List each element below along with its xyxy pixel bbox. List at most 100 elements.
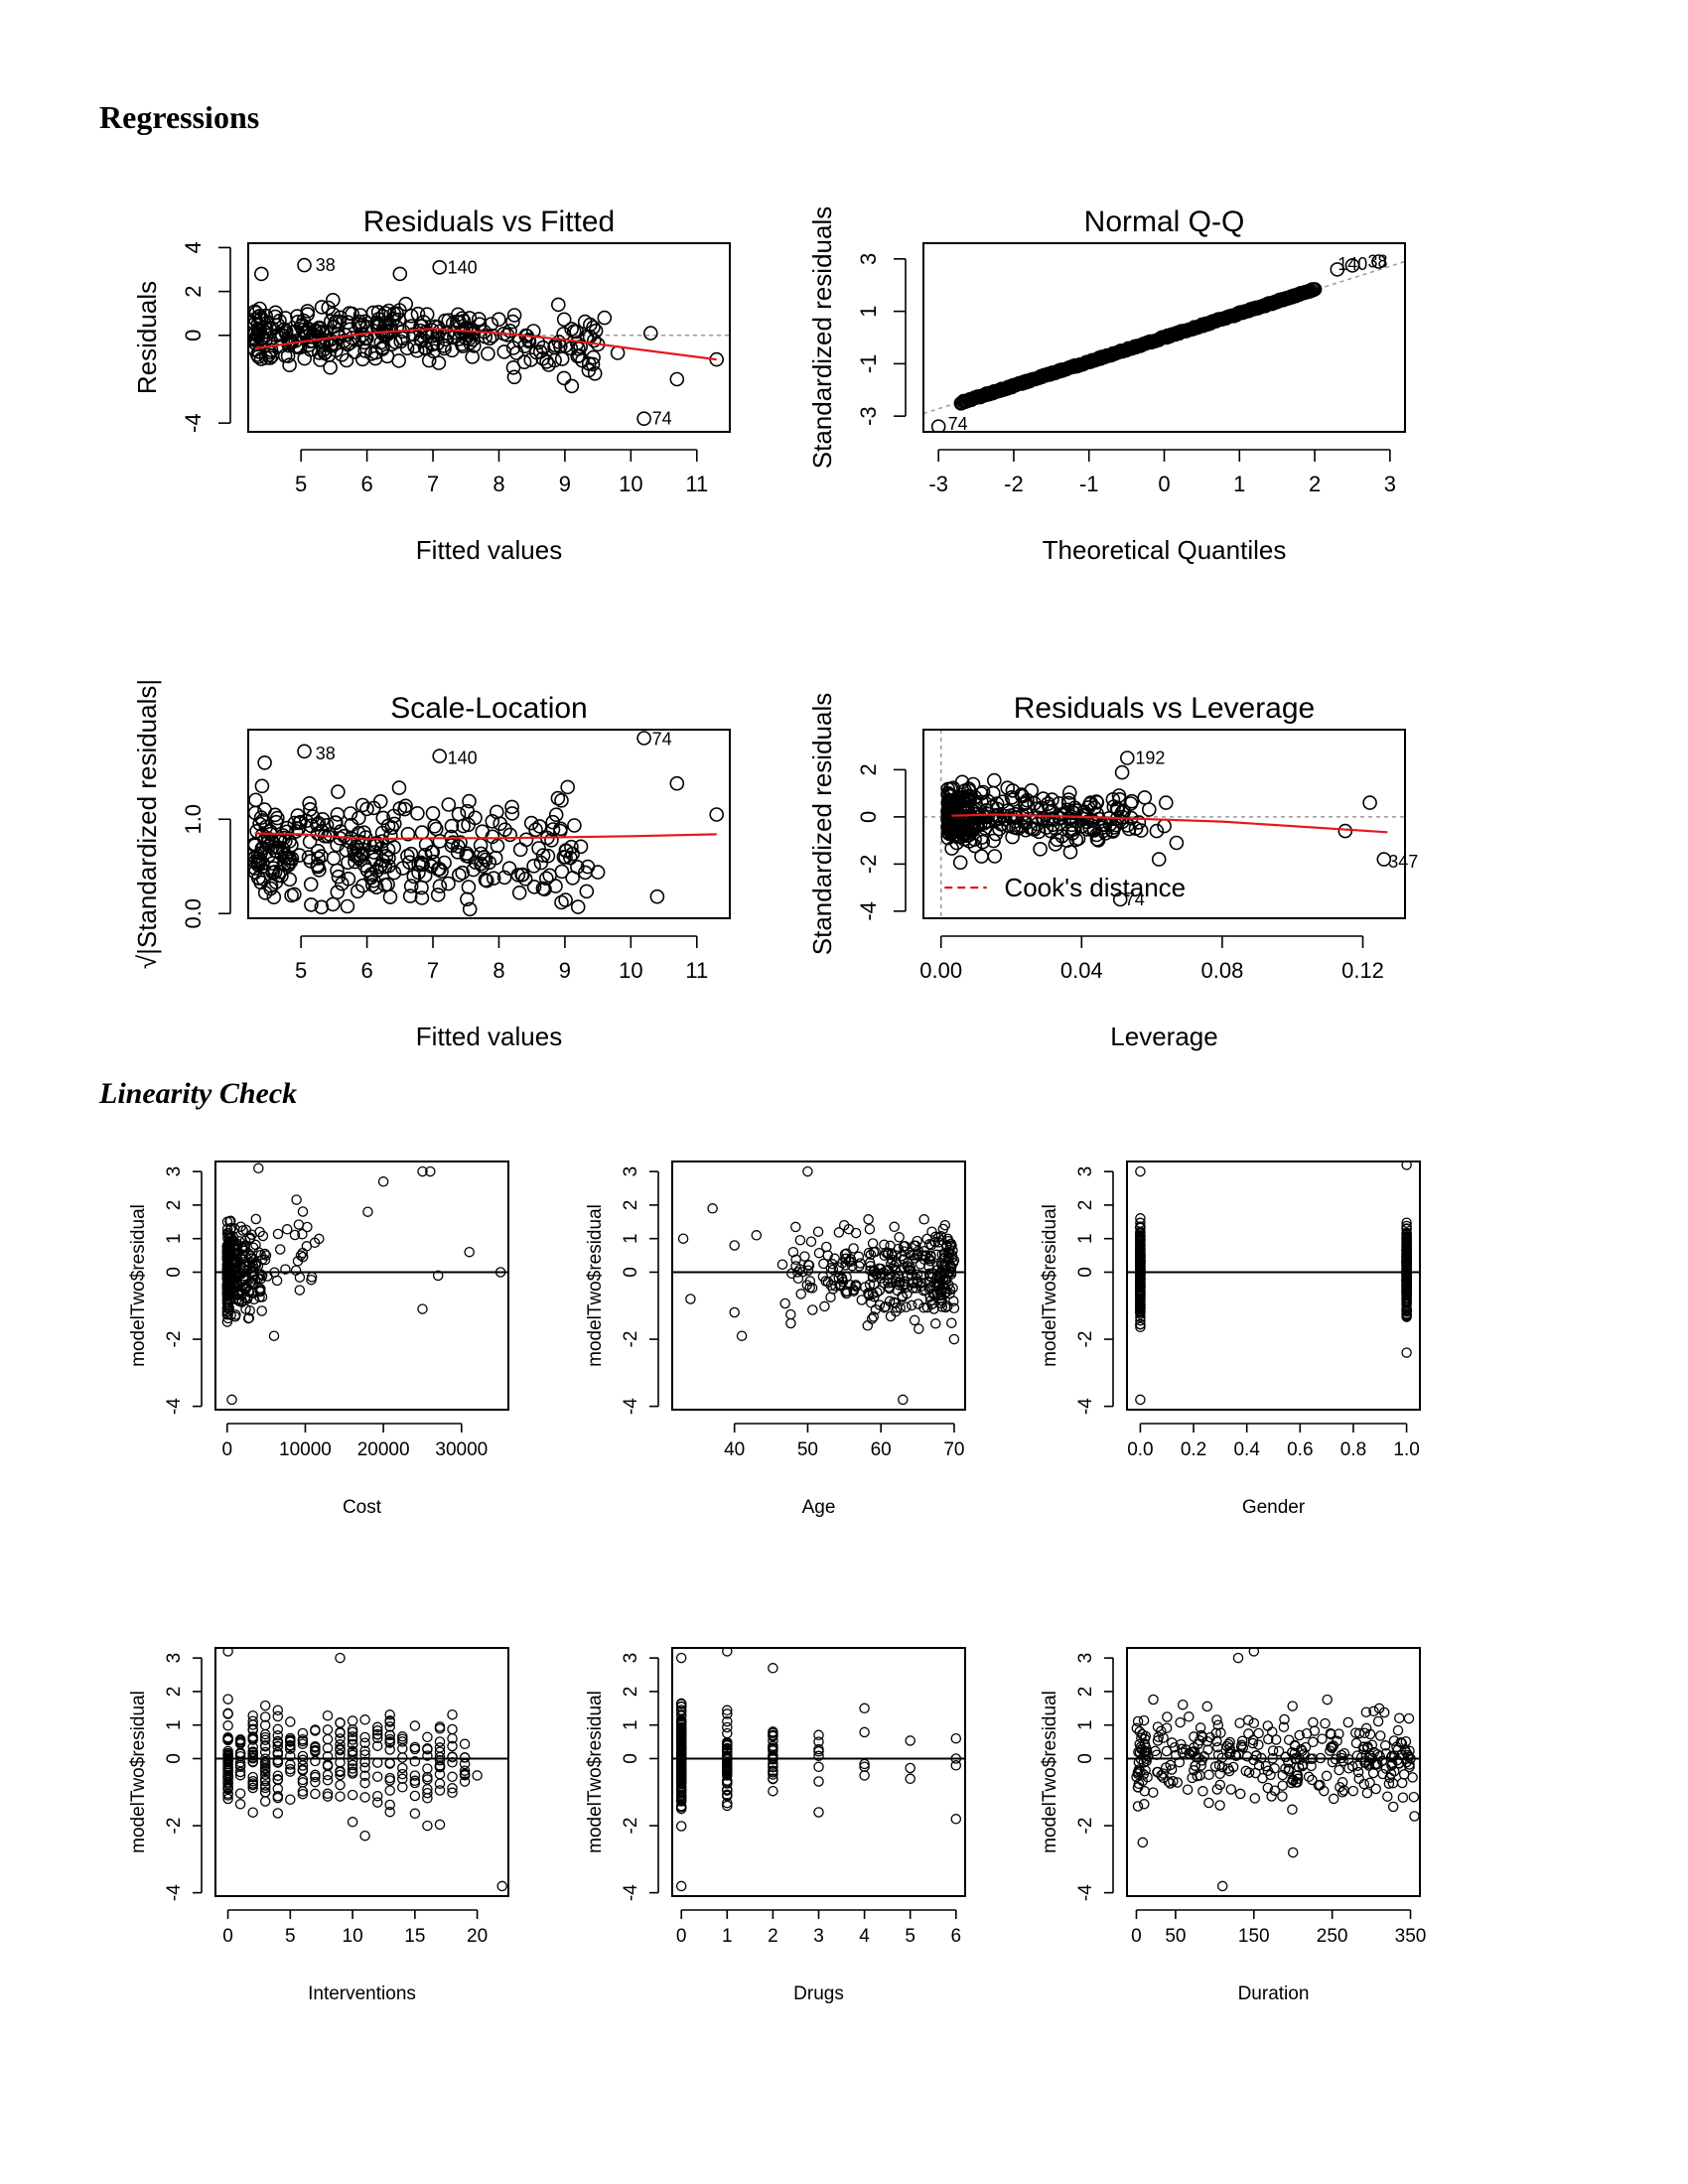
data-point bbox=[523, 815, 539, 831]
x-tick-label: 1.0 bbox=[1393, 1439, 1419, 1460]
data-point bbox=[1351, 1750, 1363, 1761]
data-point bbox=[1405, 1753, 1416, 1764]
plot-area bbox=[248, 257, 730, 426]
data-point bbox=[297, 1251, 309, 1263]
y-axis-label: Residuals bbox=[132, 281, 162, 394]
data-point bbox=[865, 1249, 877, 1261]
data-point bbox=[1195, 1722, 1206, 1733]
data-point bbox=[1407, 1772, 1418, 1783]
data-point bbox=[259, 1740, 271, 1751]
data-point bbox=[722, 1708, 733, 1719]
data-point bbox=[729, 1240, 740, 1251]
plot-frame bbox=[922, 242, 1406, 433]
data-point bbox=[1236, 1739, 1247, 1750]
data-point bbox=[392, 303, 407, 318]
x-tick-label: 50 bbox=[797, 1439, 818, 1460]
y-axis-label: modelTwo$residual bbox=[1040, 1204, 1060, 1367]
data-point bbox=[322, 1774, 334, 1786]
data-point bbox=[675, 1754, 687, 1765]
data-point bbox=[975, 784, 991, 800]
data-point bbox=[533, 855, 549, 871]
data-point bbox=[464, 1246, 475, 1258]
data-point bbox=[1353, 1727, 1365, 1739]
data-point bbox=[722, 1744, 733, 1755]
data-point bbox=[335, 1791, 346, 1802]
data-point bbox=[359, 801, 374, 817]
data-point bbox=[675, 1718, 687, 1730]
interventions-residual-chart: 0 5 10 15 20 Interventions -4 -2 0 1 2 3 modelTwo$re… bbox=[128, 1647, 509, 2004]
data-point bbox=[868, 1266, 879, 1278]
plot-area bbox=[923, 730, 1405, 918]
data-point bbox=[551, 335, 567, 349]
data-point bbox=[263, 879, 279, 893]
data-point bbox=[1020, 792, 1035, 808]
data-point bbox=[259, 1731, 271, 1743]
data-point bbox=[329, 342, 344, 357]
data-point bbox=[1148, 1787, 1159, 1798]
data-point bbox=[1169, 1741, 1181, 1753]
data-point bbox=[465, 349, 481, 364]
data-point bbox=[859, 1726, 870, 1738]
x-tick-label: 20000 bbox=[357, 1439, 410, 1460]
x-tick-label: 0.6 bbox=[1287, 1439, 1313, 1460]
data-point bbox=[1053, 811, 1068, 826]
data-point bbox=[813, 1776, 824, 1787]
y-axis-label: modelTwo$residual bbox=[128, 1691, 149, 1853]
data-point bbox=[1098, 826, 1113, 841]
data-point bbox=[1290, 1740, 1301, 1752]
x-tick-label: 7 bbox=[427, 958, 439, 983]
x-tick-label: 60 bbox=[871, 1439, 892, 1460]
data-point bbox=[912, 1235, 922, 1247]
data-point bbox=[863, 1247, 875, 1259]
plot-area bbox=[672, 1648, 965, 1892]
data-point bbox=[285, 1739, 296, 1751]
data-point bbox=[950, 1732, 962, 1744]
data-point bbox=[508, 345, 524, 360]
data-point bbox=[378, 849, 394, 864]
y-tick-label: -4 bbox=[621, 1884, 641, 1901]
data-point bbox=[813, 1736, 824, 1747]
data-point bbox=[669, 371, 685, 387]
plot-frame bbox=[1126, 1160, 1421, 1411]
data-point bbox=[410, 806, 425, 821]
data-point bbox=[326, 851, 342, 866]
data-point bbox=[285, 1732, 296, 1744]
data-point bbox=[950, 1814, 962, 1825]
data-point bbox=[573, 839, 589, 855]
y-tick-label: -2 bbox=[164, 1331, 185, 1348]
data-point bbox=[517, 872, 533, 887]
data-point bbox=[1315, 1779, 1326, 1791]
data-point bbox=[250, 321, 266, 337]
data-point bbox=[1044, 811, 1059, 826]
data-point bbox=[1132, 1715, 1144, 1727]
data-point bbox=[1287, 1701, 1298, 1711]
data-point bbox=[312, 345, 327, 360]
data-point bbox=[249, 1274, 261, 1286]
data-point bbox=[586, 349, 601, 365]
data-point bbox=[1249, 1793, 1261, 1804]
data-point bbox=[1214, 1768, 1225, 1780]
data-point bbox=[1141, 1753, 1152, 1764]
data-point bbox=[856, 1295, 868, 1305]
data-point bbox=[1216, 1880, 1228, 1892]
data-point bbox=[859, 1703, 870, 1714]
data-point bbox=[330, 885, 346, 899]
y-tick-label: 0 bbox=[1075, 1267, 1096, 1278]
data-point bbox=[1337, 823, 1353, 839]
data-point bbox=[1210, 1727, 1222, 1739]
y-axis-label: √|Standardized residuals| bbox=[132, 679, 162, 969]
data-point bbox=[1212, 1741, 1223, 1753]
y-axis-label: modelTwo$residual bbox=[585, 1204, 606, 1367]
data-point bbox=[565, 871, 581, 886]
data-point bbox=[550, 790, 566, 806]
data-point bbox=[259, 1756, 271, 1767]
data-point bbox=[384, 1744, 395, 1755]
data-point bbox=[879, 1301, 890, 1313]
y-tick-label: 3 bbox=[621, 1653, 641, 1664]
data-point bbox=[514, 868, 530, 883]
data-point bbox=[709, 807, 725, 822]
data-point bbox=[402, 888, 418, 903]
data-point bbox=[397, 1773, 408, 1785]
data-point bbox=[792, 1267, 803, 1278]
data-point bbox=[414, 890, 430, 905]
